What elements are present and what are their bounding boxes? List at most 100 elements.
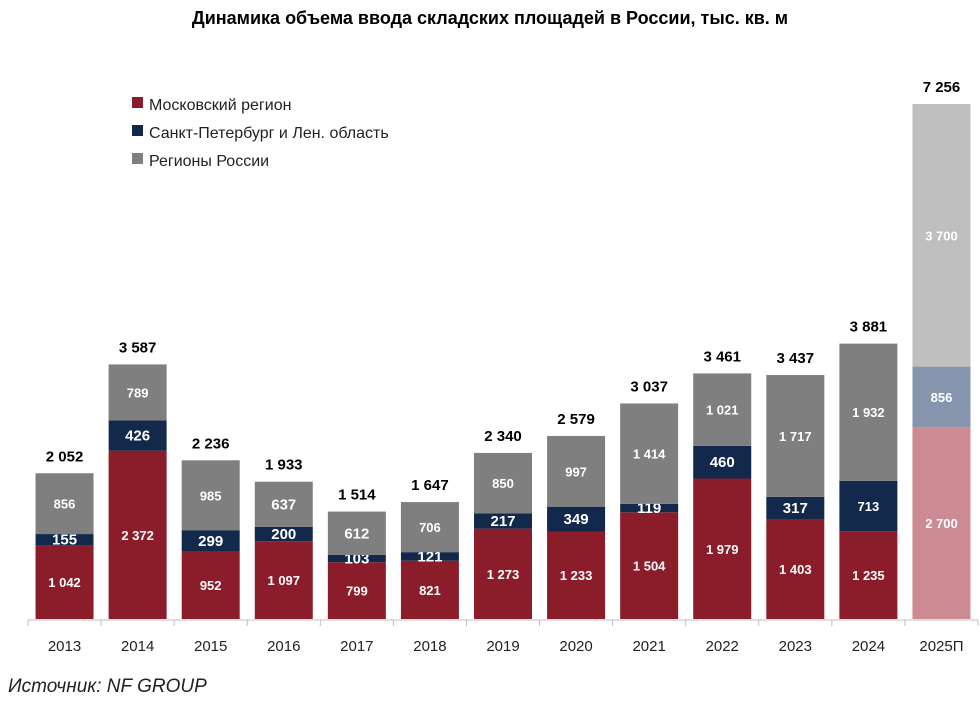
chart-title: Динамика объема ввода складских площадей… <box>192 8 788 28</box>
legend-swatch-moscow <box>132 97 143 108</box>
x-tick-label-2021: 2021 <box>632 638 665 655</box>
data-label-moscow-2019: 1 273 <box>487 567 520 582</box>
legend-label-moscow: Московский регион <box>149 97 291 114</box>
data-label-moscow-2022: 1 979 <box>706 542 739 557</box>
x-tick-label-2019: 2019 <box>486 638 519 655</box>
total-label-2025П: 7 256 <box>923 79 961 96</box>
total-label-2014: 3 587 <box>119 339 157 356</box>
bar-segment-moscow-2020 <box>547 531 606 619</box>
bar-segment-moscow-2022 <box>693 478 752 619</box>
bar-segment-regions-2021 <box>620 403 679 504</box>
data-label-spb-2018: 121 <box>417 548 442 565</box>
data-label-moscow-2018: 821 <box>419 583 441 598</box>
x-tick-label-2015: 2015 <box>194 638 227 655</box>
data-label-spb-2016: 200 <box>271 526 296 543</box>
bar-segment-regions-2024 <box>839 343 898 481</box>
bar-segment-spb-2020 <box>547 506 606 532</box>
total-label-2021: 3 037 <box>630 378 668 395</box>
data-label-spb-2025П: 856 <box>931 390 953 405</box>
data-label-spb-2019: 217 <box>490 513 515 530</box>
x-tick-label-2017: 2017 <box>340 638 373 655</box>
bar-segment-regions-2023 <box>766 375 825 497</box>
x-tick-label-2016: 2016 <box>267 638 300 655</box>
data-label-spb-2015: 299 <box>198 533 223 550</box>
data-label-regions-2023: 1 717 <box>779 429 812 444</box>
total-label-2023: 3 437 <box>777 350 815 367</box>
data-label-moscow-2014: 2 372 <box>121 528 154 543</box>
bar-segment-regions-2017 <box>327 511 386 555</box>
bar-segment-moscow-2023 <box>766 519 825 619</box>
bar-segment-spb-2016 <box>254 526 313 542</box>
bar-segment-moscow-2014 <box>108 450 167 619</box>
bar-segment-spb-2019 <box>474 513 532 529</box>
data-label-regions-2021: 1 414 <box>633 447 666 462</box>
bar-segment-moscow-2021 <box>620 512 679 619</box>
data-label-regions-2017: 612 <box>344 525 369 542</box>
data-label-moscow-2024: 1 235 <box>852 568 885 583</box>
data-label-regions-2016: 637 <box>271 496 296 513</box>
bar-segment-moscow-2013 <box>35 545 94 619</box>
total-label-2020: 2 579 <box>557 411 595 428</box>
data-label-moscow-2023: 1 403 <box>779 562 812 577</box>
legend-swatch-regions <box>132 153 143 164</box>
data-label-regions-2013: 856 <box>54 497 76 512</box>
bar-segment-moscow-2025П <box>912 427 971 619</box>
total-label-2018: 1 647 <box>411 477 449 494</box>
total-label-2015: 2 236 <box>192 435 230 452</box>
total-label-2017: 1 514 <box>338 487 376 504</box>
legend-swatch-spb <box>132 125 143 136</box>
data-label-regions-2020: 997 <box>565 464 587 479</box>
total-label-2024: 3 881 <box>850 319 888 336</box>
data-label-spb-2024: 713 <box>858 499 880 514</box>
data-label-moscow-2020: 1 233 <box>560 568 593 583</box>
x-tick-label-2014: 2014 <box>121 638 154 655</box>
legend-label-regions: Регионы России <box>149 153 269 170</box>
data-label-regions-2018: 706 <box>419 520 441 535</box>
data-label-spb-2022: 460 <box>710 454 735 471</box>
bar-segment-spb-2018 <box>400 552 459 561</box>
data-label-regions-2025П: 3 700 <box>925 228 958 243</box>
x-tick-label-2025П: 2025П <box>919 638 963 655</box>
data-label-moscow-2025П: 2 700 <box>925 516 958 531</box>
data-label-regions-2024: 1 932 <box>852 405 885 420</box>
bar-segment-moscow-2019 <box>474 528 532 619</box>
data-label-spb-2021: 119 <box>637 500 661 517</box>
data-label-spb-2014: 426 <box>125 428 150 445</box>
x-tick-label-2018: 2018 <box>413 638 446 655</box>
bar-segment-regions-2025П <box>912 104 971 367</box>
data-label-moscow-2017: 799 <box>346 584 368 599</box>
bar-segment-spb-2014 <box>108 420 167 451</box>
x-tick-label-2022: 2022 <box>706 638 739 655</box>
bar-segment-regions-2020 <box>547 435 606 507</box>
total-label-2016: 1 933 <box>265 457 303 474</box>
total-label-2013: 2 052 <box>46 448 84 465</box>
bar-segment-moscow-2018 <box>400 560 459 619</box>
data-label-spb-2020: 349 <box>564 511 589 528</box>
data-label-moscow-2015: 952 <box>200 578 222 593</box>
bar-segment-regions-2019 <box>474 452 532 514</box>
bar-segment-regions-2022 <box>693 373 752 446</box>
bar-segment-spb-2022 <box>693 445 752 479</box>
bar-segment-moscow-2016 <box>254 541 313 619</box>
x-tick-label-2024: 2024 <box>852 638 885 655</box>
legend-label-spb: Санкт-Петербург и Лен. область <box>149 125 389 142</box>
data-label-regions-2014: 789 <box>127 385 149 400</box>
bar-segment-spb-2025П <box>912 366 971 428</box>
data-label-regions-2022: 1 021 <box>706 403 739 418</box>
bar-segment-moscow-2017 <box>327 562 386 619</box>
x-tick-label-2020: 2020 <box>559 638 592 655</box>
source-note: Источник: NF GROUP <box>8 676 207 697</box>
data-label-spb-2023: 317 <box>783 500 808 517</box>
bars: 1 042 155 856 2 052 2013 2 372 426 789 3 587 2014… <box>27 79 979 655</box>
total-label-2019: 2 340 <box>484 428 522 445</box>
bar-segment-regions-2013 <box>35 473 94 535</box>
data-label-spb-2013: 155 <box>52 532 77 549</box>
bar-segment-spb-2013 <box>35 534 94 546</box>
bar-segment-moscow-2024 <box>839 531 898 619</box>
bar-segment-regions-2015 <box>181 460 240 531</box>
bar-segment-regions-2016 <box>254 481 313 527</box>
bar-segment-spb-2023 <box>766 496 825 520</box>
bar-segment-spb-2015 <box>181 530 240 552</box>
bar-segment-spb-2021 <box>620 503 679 513</box>
